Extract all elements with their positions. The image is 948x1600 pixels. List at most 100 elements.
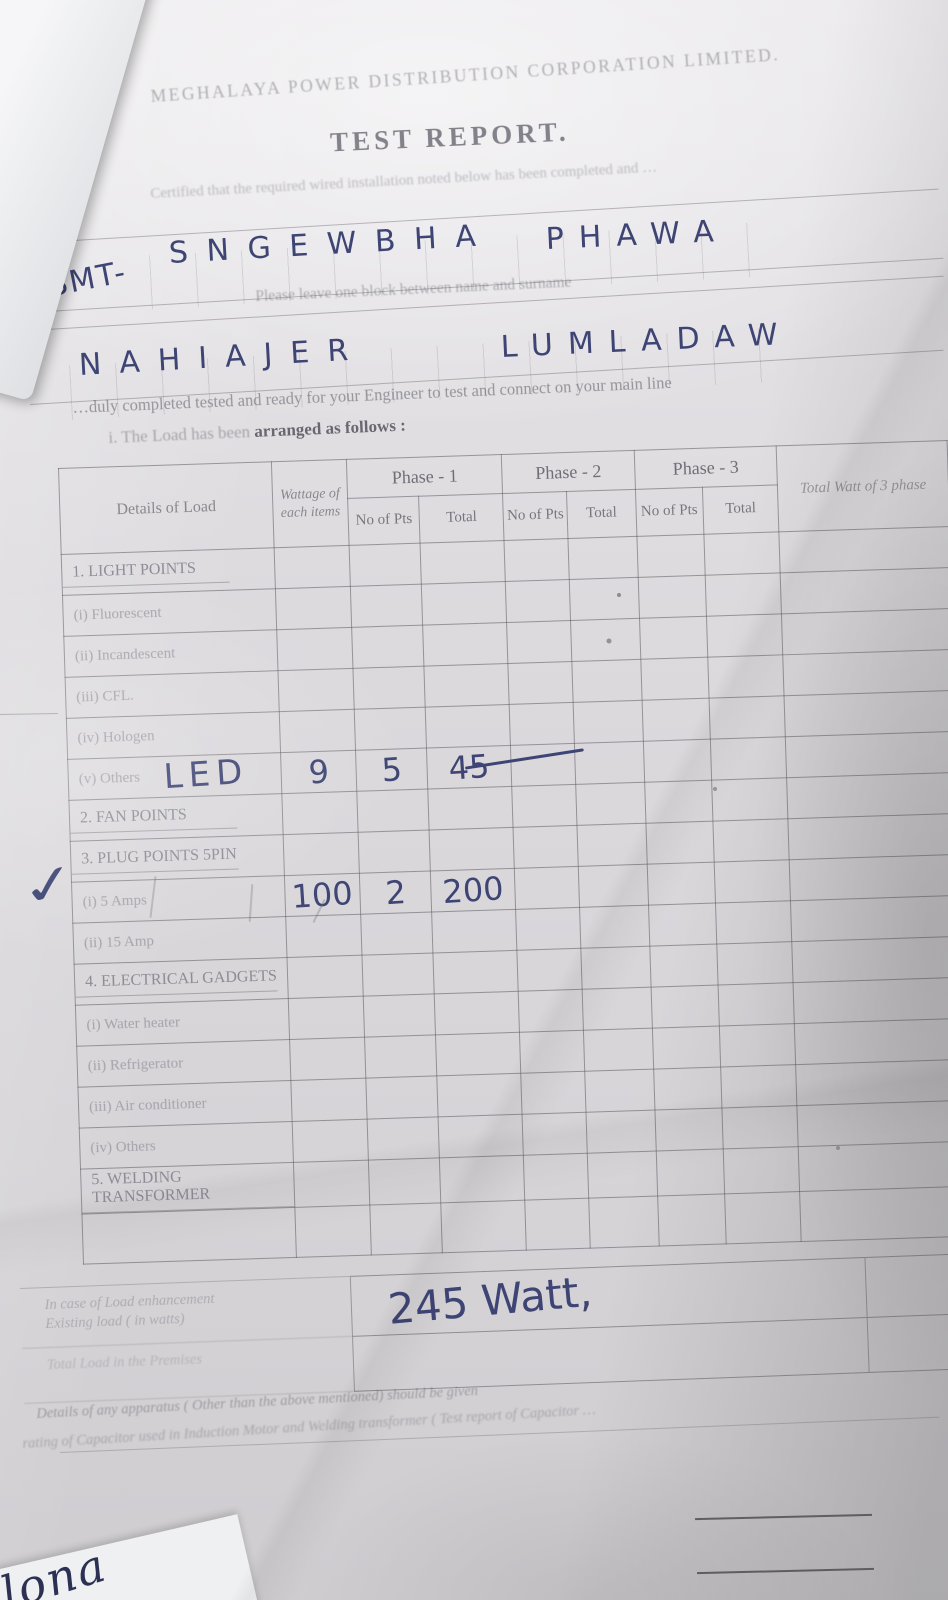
cell-wattage [293,1160,370,1208]
existing-load-label-line2: Existing load ( in watts) [45,1310,185,1332]
col-header-phase1: Phase - 1 [346,454,503,499]
col-header-phase2: Phase - 2 [501,450,635,494]
col-header-p3-pts: No of Pts [634,487,704,537]
intro-line-2-prefix: i. The Load has been [108,421,255,447]
cell-detail: (iv) Hologen [66,711,281,760]
cell-p2_total [567,536,638,580]
handwritten-total-watt: 245 Watt, [385,1266,594,1334]
cell-wattage [276,627,354,671]
handwritten-value: 5 [380,750,404,790]
cell-p3_pts [650,985,720,1029]
cell-p2_pts [523,1153,589,1201]
handwritten-value: 9 [307,752,331,792]
cell-p2_pts [508,661,574,705]
cell-total3 [790,895,948,942]
signature-line-2 [697,1567,874,1575]
cell-p2_total [586,1110,656,1154]
cell-p3_pts [648,903,717,947]
cell-p2_total [569,577,640,621]
cell-p3_total [722,1146,800,1194]
cell-wattage [273,545,351,589]
cell-wattage [279,709,356,753]
cell-p2_pts [512,784,578,828]
paper-curl-strip [0,0,152,402]
cell-p2_pts [505,579,571,623]
cell-p1_pts [363,993,436,1038]
cell-p1_pts [349,543,422,587]
cell-p1_total [429,827,515,871]
cell-total3 [797,1100,948,1147]
cell-p2_total [571,659,642,703]
cell-p3_pts [646,862,716,906]
cell-detail: 3. PLUG POINTS 5PIN [70,834,285,883]
cell-p1_total [424,663,510,708]
cell-total3 [780,567,948,614]
cell-p2_total [578,864,649,908]
row-label: 3. PLUG POINTS 5PIN [70,843,239,875]
col-header-p2-pts: No of Pts [502,491,568,541]
cell-p1_total [425,704,511,749]
cell-p2_total [584,1069,655,1113]
cell-p3_total [717,982,795,1027]
cell-p3_total [713,859,791,904]
cell-p1_pts: 5 [355,748,428,792]
cell-total3 [792,936,948,983]
cell-total3 [789,854,948,901]
cell-p3_total [711,777,789,822]
cell-detail [81,1207,297,1265]
cell-wattage [288,996,365,1040]
intro-line-2: i. The Load has been arranged as follows… [108,416,406,448]
cell-total3 [785,731,948,778]
row-label: (i) Water heater [86,1013,181,1033]
cell-p2_total [582,987,652,1031]
cell-total3 [795,1059,948,1106]
cell-detail: (i) Water heater [75,998,290,1047]
cell-p1_pts [350,584,423,628]
cell-p3_pts [645,821,714,865]
cell-p1_pts [369,1202,443,1256]
row-label: (iv) Others [90,1137,156,1156]
cell-p1_pts [351,625,425,669]
cell-p2_total [587,1151,658,1199]
cell-p1_total [439,1155,526,1203]
cell-detail: (ii) 15 Amp [72,916,287,965]
row-label: (iii) Air conditioner [88,1095,207,1115]
cell-p3_total [715,900,793,945]
intro-line-2-bold: arranged as follows : [253,415,407,441]
cell-detail: 4. ELECTRICAL GADGETS [74,957,289,1006]
handwritten-value: 100 [290,873,355,916]
cell-detail: (v) Others LED [67,752,282,801]
cell-p1_total: 45 [426,745,585,790]
cell-p3_total [710,736,787,781]
cell-p3_pts [636,534,705,578]
cell-p1_pts [368,1157,441,1206]
col-header-details: Details of Load [58,461,274,555]
cell-p2_total [579,905,650,949]
existing-load-label-line1: In case of Load enhancement [44,1290,215,1314]
cell-p2_total [580,946,651,990]
cell-p2_pts [516,907,581,951]
cell-detail: (i) Fluorescent [62,588,277,637]
col-header-total-watt: Total Watt of 3 phase [776,440,948,532]
cell-p1_total [438,1114,524,1158]
cell-p2_pts [504,538,570,582]
cell-p1_total [433,950,519,994]
cell-p2_pts [510,743,576,787]
load-table: Details of Load Wattage of each items Ph… [58,440,948,1265]
cell-p3_total [708,695,786,740]
cell-p3_pts [654,1107,723,1152]
cell-p1_total [431,909,518,953]
cell-p1_total [436,1073,523,1117]
cell-p1_total [422,622,509,667]
cell-p1_pts [360,911,434,956]
cell-wattage [275,586,352,630]
cell-p1_total [435,1032,522,1076]
cell-p2_total [573,700,643,744]
cell-p3_pts [642,739,712,783]
col-header-wattage: Wattage of each items [271,459,350,548]
cell-p3_total [706,613,784,658]
cell-p1_pts [366,1075,439,1120]
cell-p3_total [707,654,785,699]
cell-p3_total [716,941,794,986]
cell-wattage [290,1078,368,1122]
